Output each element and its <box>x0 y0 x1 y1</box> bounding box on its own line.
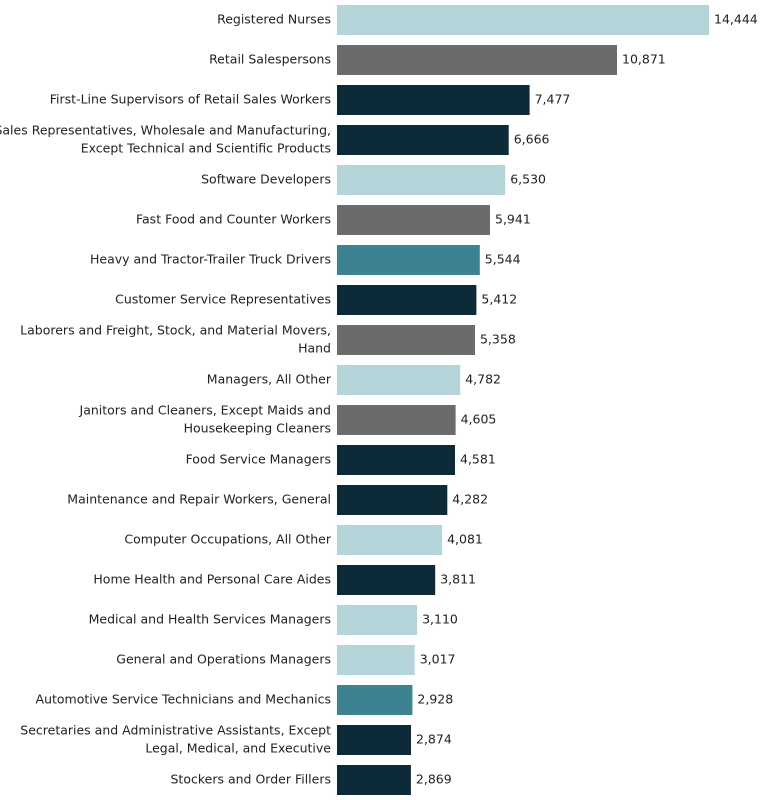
bar-19 <box>337 765 411 795</box>
value-label-13: 4,081 <box>447 532 483 547</box>
value-label-14: 3,811 <box>440 572 476 587</box>
value-label-6: 5,544 <box>485 252 521 267</box>
bar-3 <box>337 125 509 155</box>
category-label-19: Stockers and Order Fillers <box>171 772 332 787</box>
bar-18 <box>337 725 411 755</box>
bar-16 <box>337 645 415 675</box>
value-label-4: 6,530 <box>510 172 546 187</box>
bar-8 <box>337 325 475 355</box>
value-label-0: 14,444 <box>714 12 758 27</box>
category-label-4: Software Developers <box>201 172 331 187</box>
value-label-16: 3,017 <box>420 652 456 667</box>
bar-10 <box>337 405 456 435</box>
bar-14 <box>337 565 436 595</box>
bar-12 <box>337 485 448 515</box>
category-label-16: General and Operations Managers <box>116 652 331 667</box>
bar-1 <box>337 45 617 75</box>
category-label-5: Fast Food and Counter Workers <box>136 212 331 227</box>
category-label-10: Janitors and Cleaners, Except Maids and H… <box>79 403 331 436</box>
category-label-9: Managers, All Other <box>207 372 332 387</box>
category-label-13: Computer Occupations, All Other <box>124 532 331 547</box>
bar-9 <box>337 365 461 395</box>
category-label-11: Food Service Managers <box>186 452 331 467</box>
value-label-8: 5,358 <box>480 332 516 347</box>
category-label-2: First-Line Supervisors of Retail Sales W… <box>50 92 331 107</box>
value-label-10: 4,605 <box>461 412 497 427</box>
category-label-6: Heavy and Tractor-Trailer Truck Drivers <box>90 252 331 267</box>
value-label-17: 2,928 <box>417 692 453 707</box>
value-label-11: 4,581 <box>460 452 496 467</box>
bar-5 <box>337 205 490 235</box>
bar-6 <box>337 245 480 275</box>
category-label-15: Medical and Health Services Managers <box>89 612 331 627</box>
value-label-12: 4,282 <box>452 492 488 507</box>
value-label-19: 2,869 <box>416 772 452 787</box>
category-label-0: Registered Nurses <box>217 12 331 27</box>
bar-0 <box>337 5 709 35</box>
value-label-2: 7,477 <box>535 92 571 107</box>
value-label-18: 2,874 <box>416 732 452 747</box>
category-label-17: Automotive Service Technicians and Mecha… <box>36 692 331 707</box>
category-label-12: Maintenance and Repair Workers, General <box>67 492 331 507</box>
bar-13 <box>337 525 443 555</box>
bar-7 <box>337 285 477 315</box>
category-label-8: Laborers and Freight, Stock, and Materia… <box>20 323 331 356</box>
value-label-7: 5,412 <box>481 292 517 307</box>
value-label-9: 4,782 <box>465 372 501 387</box>
category-label-14: Home Health and Personal Care Aides <box>93 572 331 587</box>
value-label-5: 5,941 <box>495 212 531 227</box>
bar-4 <box>337 165 506 195</box>
category-label-3: Sales Representatives, Wholesale and Man… <box>0 123 331 156</box>
category-label-18: Secretaries and Administrative Assistant… <box>20 723 331 756</box>
value-label-1: 10,871 <box>622 52 666 67</box>
bar-15 <box>337 605 418 635</box>
category-label-7: Customer Service Representatives <box>115 292 331 307</box>
value-label-3: 6,666 <box>514 132 550 147</box>
bar-11 <box>337 445 455 475</box>
bar-2 <box>337 85 530 115</box>
value-label-15: 3,110 <box>422 612 458 627</box>
category-label-1: Retail Salespersons <box>209 52 331 67</box>
bar-17 <box>337 685 413 715</box>
